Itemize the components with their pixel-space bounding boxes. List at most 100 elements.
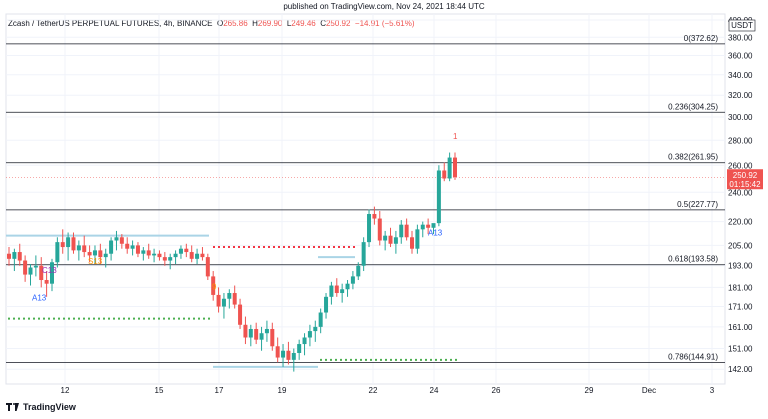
candle-body <box>340 289 345 294</box>
y-tick-label: 161.00 <box>728 323 753 332</box>
candle-body <box>87 252 92 256</box>
candle-body <box>33 265 38 268</box>
annotation-s13: S13 <box>88 257 103 266</box>
candle-body <box>66 237 71 248</box>
countdown-timer: 01:15:42 <box>729 180 761 189</box>
candle-body <box>372 214 377 219</box>
candle-body <box>281 350 286 358</box>
candle-body <box>275 346 280 358</box>
candle-body <box>361 242 366 266</box>
candle-body <box>92 250 97 256</box>
y-tick-label: 142.00 <box>728 365 753 374</box>
fib-level-label: 0(372.62) <box>684 34 719 43</box>
candle-body <box>130 245 135 249</box>
x-tick-label: 19 <box>278 386 287 395</box>
x-tick-label: 17 <box>215 386 224 395</box>
candle-body <box>286 350 291 360</box>
candle-body <box>415 229 420 249</box>
x-tick-label: 24 <box>430 386 439 395</box>
candle-body <box>313 326 318 332</box>
annotation-nine: 9 <box>212 282 217 291</box>
candle-body <box>168 257 173 261</box>
candle-body <box>431 223 436 228</box>
fib-level-label: 0.618(193.58) <box>668 255 718 264</box>
tradingview-footer[interactable]: TradingView <box>6 402 76 412</box>
candle-body <box>426 224 431 228</box>
candle-body <box>17 252 22 261</box>
candle-body <box>39 265 44 281</box>
candle-body <box>135 245 140 254</box>
candle-body <box>162 257 167 261</box>
candle-body <box>377 218 382 241</box>
currency-label-box <box>728 19 756 32</box>
candle-body <box>393 237 398 244</box>
y-tick-label: 193.00 <box>728 262 753 271</box>
candle-body <box>76 245 81 251</box>
x-tick-label: 22 <box>369 386 378 395</box>
candle-body <box>114 237 119 241</box>
candle-body <box>410 237 415 249</box>
candle-body <box>184 248 189 253</box>
annotation-a13-right: A13 <box>428 229 443 238</box>
low-label: L <box>286 19 292 28</box>
candle-body <box>178 248 183 254</box>
candle-body <box>146 250 151 256</box>
candle-body <box>82 245 87 253</box>
y-tick-label: 320.00 <box>728 91 753 100</box>
candle-body <box>238 304 243 325</box>
fib-level-label: 0.5(227.77) <box>677 200 718 209</box>
candle-body <box>44 280 49 284</box>
candle-body <box>270 328 275 347</box>
annotation-c13: C13 <box>42 266 57 275</box>
candle-body <box>243 324 248 338</box>
candle-body <box>98 250 103 258</box>
close-label: C <box>320 19 326 28</box>
candle-body <box>60 242 65 248</box>
candle-body <box>388 235 393 244</box>
high-label: H <box>252 19 258 28</box>
candle-body <box>383 235 388 241</box>
candle-body <box>103 253 108 258</box>
plot-frame <box>5 13 726 385</box>
candle-body <box>195 253 200 259</box>
candle-body <box>173 253 178 258</box>
y-tick-label: 340.00 <box>728 71 753 80</box>
candle-body <box>23 260 28 275</box>
y-tick-label: 171.00 <box>728 303 753 312</box>
candle-body <box>71 237 76 251</box>
x-tick-label: 12 <box>61 386 70 395</box>
candle-body <box>345 283 350 290</box>
candle-body <box>119 237 124 244</box>
x-tick-label: 29 <box>585 386 594 395</box>
fib-level-label: 0.382(261.95) <box>668 153 718 162</box>
fib-level-label: 0.236(304.25) <box>668 102 718 111</box>
x-tick-label: 15 <box>155 386 164 395</box>
candle-body <box>356 265 361 277</box>
candle-body <box>442 170 447 179</box>
close-value: 250.92 <box>325 19 351 28</box>
x-tick-label: 3 <box>710 386 715 395</box>
high-value: 269.90 <box>257 19 283 28</box>
candle-body <box>211 276 216 295</box>
candle-body <box>399 224 404 238</box>
candle-body <box>248 328 253 338</box>
chart-legend: Zcash / TetherUS PERPETUAL FUTURES, 4h, … <box>8 19 415 28</box>
published-caption: published on TradingView.com, Nov 24, 20… <box>283 2 485 11</box>
candle-body <box>291 352 296 360</box>
candle-body <box>189 252 194 259</box>
y-tick-label: 260.00 <box>728 161 753 170</box>
candle-body <box>141 250 146 254</box>
candle-body <box>157 253 162 258</box>
candle-body <box>49 262 54 284</box>
candle-body <box>404 224 409 238</box>
candle-body <box>453 157 457 178</box>
y-tick-label: 181.00 <box>728 283 753 292</box>
symbol-title: Zcash / TetherUS PERPETUAL FUTURES, 4h, … <box>8 19 213 28</box>
candle-body <box>297 344 302 353</box>
candle-body <box>329 285 334 297</box>
annotation-a13-left: A13 <box>32 294 47 303</box>
candle-body <box>152 253 157 256</box>
last-price-value: 250.92 <box>733 171 758 180</box>
candle-body <box>221 298 226 307</box>
